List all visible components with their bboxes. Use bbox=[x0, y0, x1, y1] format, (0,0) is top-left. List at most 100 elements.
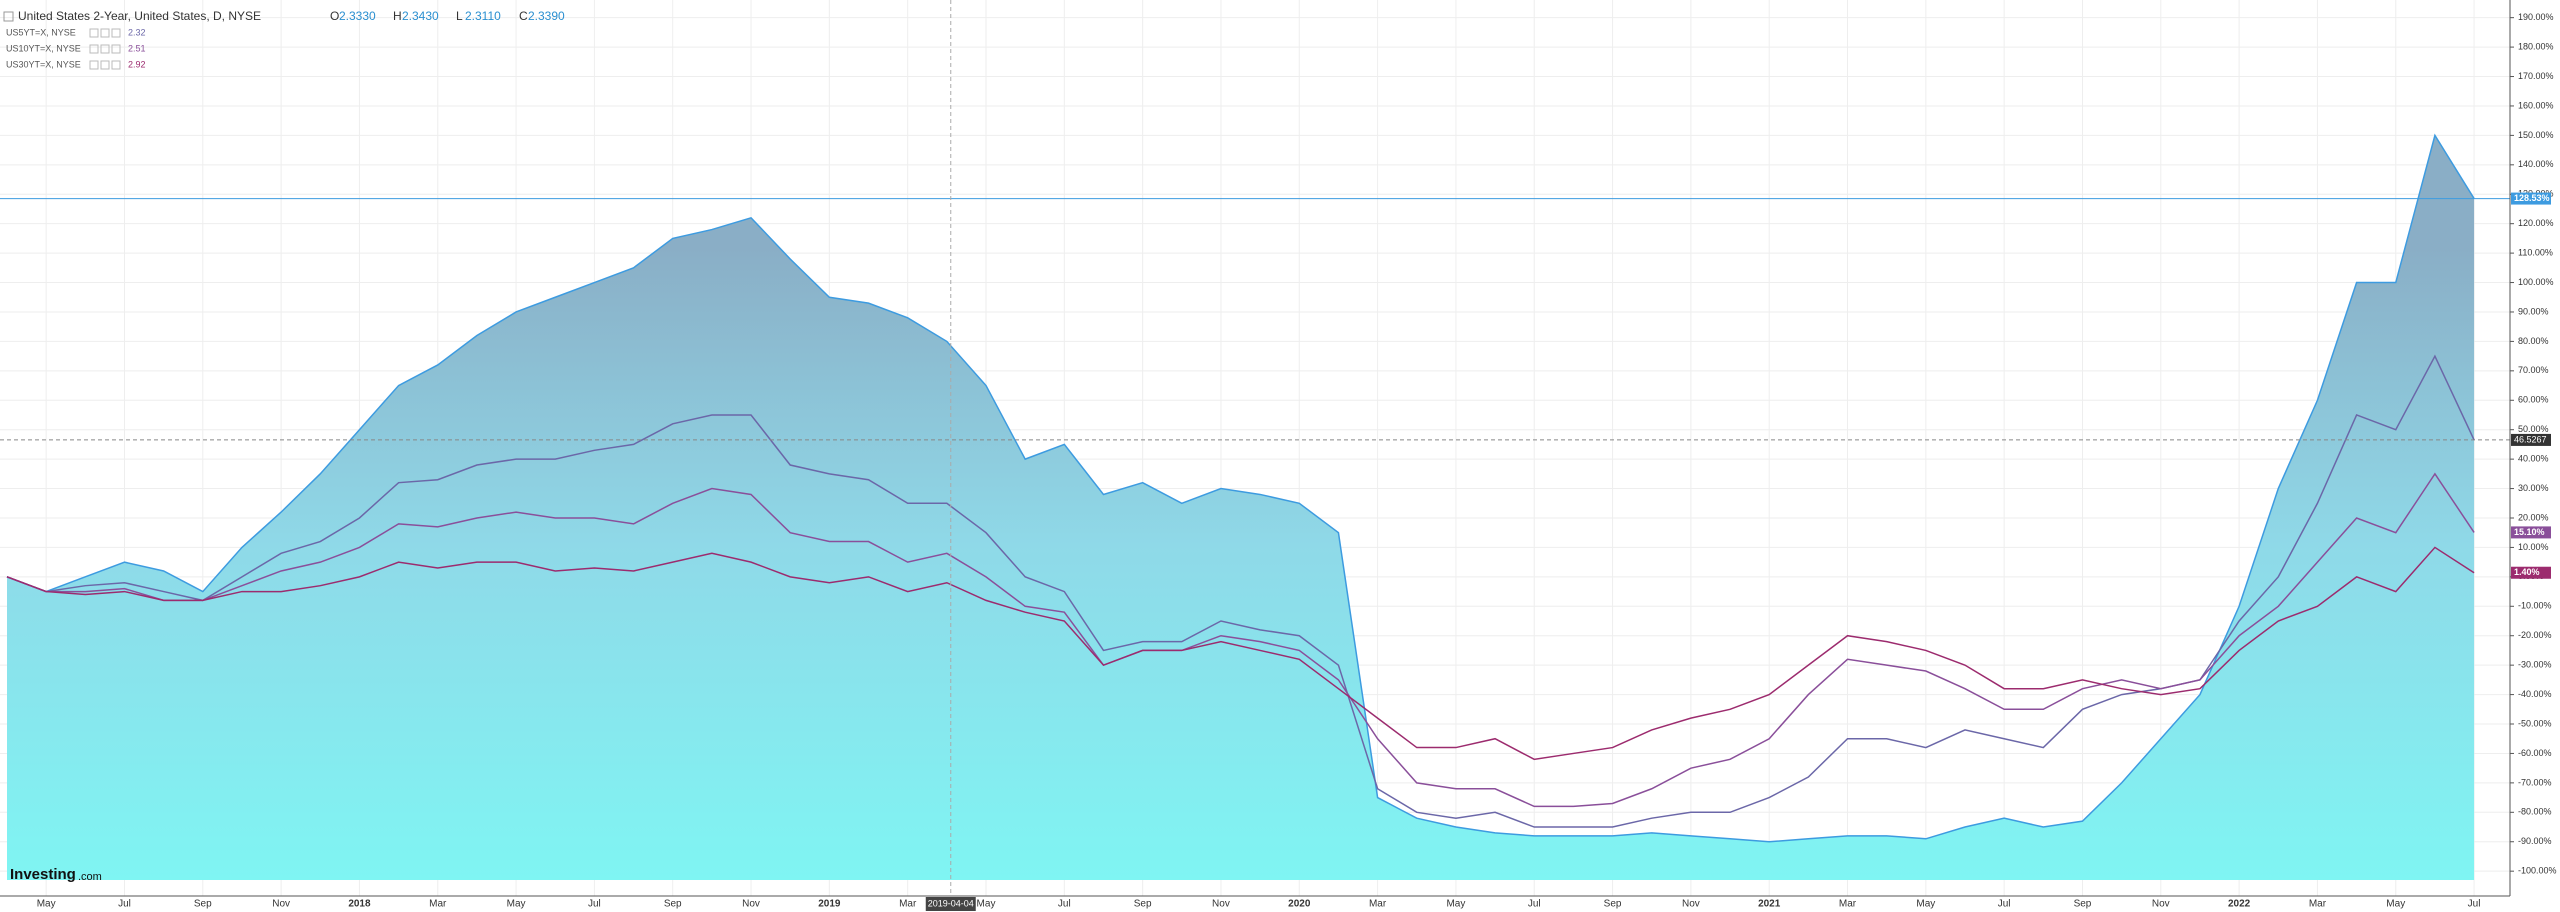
x-tick-label: Jul bbox=[2468, 899, 2481, 910]
x-tick-label: May bbox=[507, 899, 526, 910]
collapse-icon bbox=[3, 11, 14, 22]
last-value-box bbox=[2511, 192, 2551, 205]
logo: Investing bbox=[10, 866, 76, 883]
y-tick-label: 160.00% bbox=[2518, 100, 2554, 110]
x-tick-label: May bbox=[977, 899, 996, 910]
series-line bbox=[6, 472, 2475, 808]
y-tick-label: 150.00% bbox=[2518, 130, 2554, 140]
legend-name: US30YT=X, NYSE bbox=[6, 59, 81, 69]
y-tick-label: 90.00% bbox=[2518, 306, 2549, 316]
y-tick-label: 170.00% bbox=[2518, 71, 2554, 81]
x-tick-label: 2022 bbox=[2228, 899, 2251, 910]
y-tick-label: 120.00% bbox=[2518, 218, 2554, 228]
x-tick-label: Mar bbox=[429, 899, 447, 910]
x-tick-label: May bbox=[37, 899, 56, 910]
y-tick-label: 100.00% bbox=[2518, 277, 2554, 287]
x-tick-label: Jul bbox=[118, 899, 131, 910]
x-tick-label: Nov bbox=[2152, 899, 2170, 910]
crosshair-value: 46.5267 bbox=[2514, 434, 2547, 444]
x-tick-label: Mar bbox=[899, 899, 917, 910]
x-tick-label: Sep bbox=[2074, 899, 2092, 910]
x-tick-label: Jul bbox=[1058, 899, 1071, 910]
y-tick-label: 70.00% bbox=[2518, 365, 2549, 375]
ohlc-value: 2.3330 bbox=[339, 9, 376, 23]
crosshair-value-box bbox=[2511, 433, 2551, 446]
last-value-label: 128.53% bbox=[2514, 193, 2550, 203]
y-tick-label: -20.00% bbox=[2518, 630, 2552, 640]
x-tick-label: Sep bbox=[664, 899, 682, 910]
x-tick-label: Mar bbox=[1369, 899, 1387, 910]
x-tick-label: Jul bbox=[1998, 899, 2011, 910]
y-tick-label: 190.00% bbox=[2518, 12, 2554, 22]
area bbox=[7, 135, 2475, 880]
legend-name: US5YT=X, NYSE bbox=[6, 27, 76, 37]
y-tick-label: -70.00% bbox=[2518, 777, 2552, 787]
ohlc-value: 2.3110 bbox=[465, 9, 501, 23]
x-tick-label: Sep bbox=[1604, 899, 1622, 910]
x-tick-label: Nov bbox=[742, 899, 760, 910]
ohlc-key: O bbox=[330, 9, 339, 23]
series-line bbox=[6, 354, 2475, 828]
y-tick-label: -10.00% bbox=[2518, 601, 2552, 611]
x-tick-label: 2018 bbox=[348, 899, 371, 910]
ohlc-value: 2.3430 bbox=[402, 9, 439, 23]
legend-value: 2.92 bbox=[128, 59, 146, 69]
legend-icon bbox=[111, 28, 121, 38]
legend-icon bbox=[89, 60, 99, 70]
crosshair-date: 2019-04-04 bbox=[928, 898, 974, 908]
legend-value: 2.32 bbox=[128, 27, 146, 37]
y-tick-label: -60.00% bbox=[2518, 748, 2552, 758]
y-tick-label: 180.00% bbox=[2518, 41, 2554, 51]
y-tick-label: 30.00% bbox=[2518, 483, 2549, 493]
overlay bbox=[0, 0, 2510, 896]
y-tick-label: 50.00% bbox=[2518, 424, 2549, 434]
y-tick-label: -30.00% bbox=[2518, 660, 2552, 670]
x-tick-label: May bbox=[1916, 899, 1935, 910]
legend-icon bbox=[100, 28, 110, 38]
legend-icon bbox=[89, 44, 99, 54]
legend-icon bbox=[111, 44, 121, 54]
legend-icon bbox=[89, 28, 99, 38]
x-tick-label: Jul bbox=[588, 899, 601, 910]
x-tick-label: 2021 bbox=[1758, 899, 1781, 910]
ohlc-value: 2.3390 bbox=[528, 9, 565, 23]
y-tick-label: 110.00% bbox=[2518, 247, 2553, 257]
y-tick-label: -100.00% bbox=[2518, 866, 2557, 876]
legend: 128.53% 15.10% 1.40% 46.5267 2019-04-04 Unite… bbox=[3, 9, 2551, 911]
x-tick-label: Jul bbox=[1528, 899, 1541, 910]
legend-icon bbox=[100, 60, 110, 70]
crosshair-date-box bbox=[925, 897, 976, 911]
x-tick-label: Sep bbox=[194, 899, 212, 910]
x-tick-label: May bbox=[1446, 899, 1465, 910]
x-tick-label: Mar bbox=[1839, 899, 1857, 910]
last-value-box bbox=[2511, 566, 2551, 579]
last-value-box bbox=[2511, 526, 2551, 539]
x-tick-label: May bbox=[2386, 899, 2405, 910]
y-tick-label: 20.00% bbox=[2518, 512, 2549, 522]
legend-value: 2.51 bbox=[128, 43, 146, 53]
y-tick-label: -50.00% bbox=[2518, 718, 2552, 728]
ohlc-key: C bbox=[519, 9, 528, 23]
x-tick-label: Sep bbox=[1134, 899, 1152, 910]
y-tick-label: 60.00% bbox=[2518, 395, 2549, 405]
y-tick-label: 140.00% bbox=[2518, 159, 2554, 169]
ohlc-key: H bbox=[393, 9, 402, 23]
y-tick-label: 40.00% bbox=[2518, 454, 2549, 464]
last-value-label: 15.10% bbox=[2514, 527, 2545, 537]
x-tick-label: Nov bbox=[1682, 899, 1700, 910]
main-title: United States 2-Year, United States, D, … bbox=[18, 9, 261, 23]
legend-icon bbox=[100, 44, 110, 54]
ohlc-key: L bbox=[456, 9, 463, 23]
legend-icon bbox=[111, 60, 121, 70]
y-tick-label: -40.00% bbox=[2518, 689, 2552, 699]
x-tick-label: Nov bbox=[1212, 899, 1230, 910]
x-tick-label: Mar bbox=[2309, 899, 2327, 910]
legend-name: US10YT=X, NYSE bbox=[6, 43, 81, 53]
x-tick-label: Nov bbox=[272, 899, 290, 910]
y-tick-label: 80.00% bbox=[2518, 336, 2549, 346]
y-tick-label: -90.00% bbox=[2518, 836, 2552, 846]
y-tick-label: -80.00% bbox=[2518, 807, 2552, 817]
last-value-label: 1.40% bbox=[2514, 567, 2540, 577]
y-axis-bg bbox=[2510, 0, 2560, 912]
